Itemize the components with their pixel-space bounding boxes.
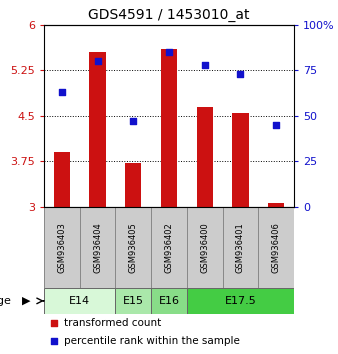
Bar [161,49,177,207]
Bar [90,52,105,207]
Bar [125,162,141,207]
Text: GSM936406: GSM936406 [272,222,281,273]
Text: age: age [0,296,11,306]
Text: GSM936402: GSM936402 [165,222,173,273]
Bar [151,288,187,314]
Text: E16: E16 [159,296,179,306]
Point [95,58,100,64]
Bar [151,207,187,288]
Text: GSM936401: GSM936401 [236,222,245,273]
Point [59,89,65,95]
Bar [258,207,294,288]
Point [257,81,263,87]
Bar [115,288,151,314]
Point [130,119,136,124]
Text: percentile rank within the sample: percentile rank within the sample [64,336,240,346]
Text: E14: E14 [69,296,90,306]
Text: GSM936403: GSM936403 [57,222,66,273]
Bar [54,152,70,207]
Text: ▶: ▶ [22,296,31,306]
Bar [223,207,258,288]
Bar [44,207,80,288]
Title: GDS4591 / 1453010_at: GDS4591 / 1453010_at [88,8,250,22]
Point [166,49,172,55]
Bar [268,202,284,207]
Point [273,122,279,128]
Bar [115,207,151,288]
Point [257,247,263,252]
Point [238,71,243,77]
Bar [80,207,115,288]
Bar [233,113,248,207]
Text: GSM936405: GSM936405 [129,222,138,273]
Text: E15: E15 [123,296,144,306]
Point [202,62,208,68]
Bar [197,107,213,207]
Text: GSM936400: GSM936400 [200,222,209,273]
Bar [44,288,115,314]
Bar [187,207,223,288]
Text: transformed count: transformed count [64,318,161,328]
Bar [187,288,294,314]
Text: E17.5: E17.5 [224,296,256,306]
Text: GSM936404: GSM936404 [93,222,102,273]
